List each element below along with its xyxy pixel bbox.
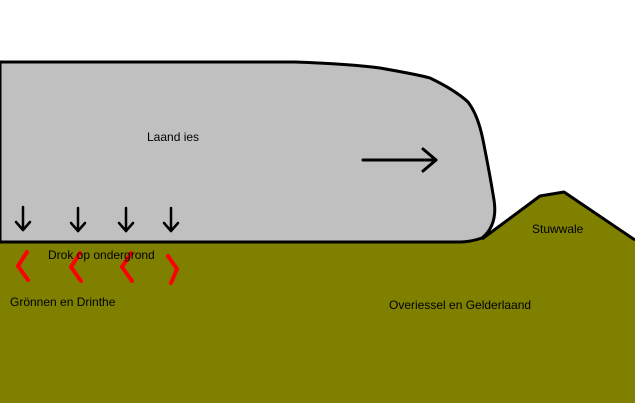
push-moraine-outline [481, 190, 635, 242]
arrow-down-icon [69, 206, 87, 233]
arrow-down-icon [162, 206, 180, 233]
pressure-label: Drok op ondergrond [48, 248, 155, 262]
ice-sheet [0, 60, 497, 244]
zigzag-icon [166, 254, 179, 285]
arrow-down-icon [14, 205, 32, 232]
arrow-down-icon [117, 206, 135, 233]
arrow-right-icon [361, 147, 438, 173]
push-moraine-label: Stuwwale [532, 222, 584, 236]
zigzag-icon [69, 251, 83, 283]
ice-label: Laand ies [147, 130, 200, 144]
zigzag-icon [16, 250, 30, 282]
groningen-drenthe-label: Grönnen en Drinthe [10, 295, 116, 309]
ground [0, 192, 635, 403]
overijssel-gelderland-label: Overiessel en Gelderlaand [389, 298, 532, 312]
zigzag-icon [120, 251, 134, 283]
